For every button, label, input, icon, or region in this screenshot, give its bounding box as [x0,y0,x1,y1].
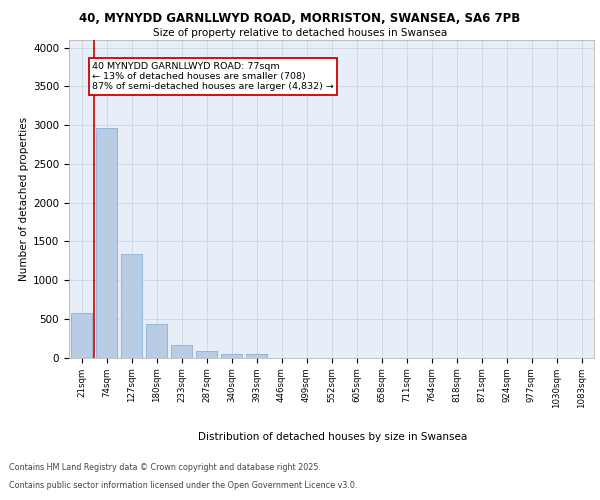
Bar [146,324,167,358]
Text: Size of property relative to detached houses in Swansea: Size of property relative to detached ho… [153,28,447,38]
Bar [71,312,92,358]
Text: Contains public sector information licensed under the Open Government Licence v3: Contains public sector information licen… [9,481,358,490]
Text: Distribution of detached houses by size in Swansea: Distribution of detached houses by size … [199,432,467,442]
Bar [246,354,267,358]
Y-axis label: Number of detached properties: Number of detached properties [19,116,29,281]
Bar [221,354,242,358]
Text: Contains HM Land Registry data © Crown copyright and database right 2025.: Contains HM Land Registry data © Crown c… [9,464,321,472]
Bar [196,352,217,358]
Text: 40, MYNYDD GARNLLWYD ROAD, MORRISTON, SWANSEA, SA6 7PB: 40, MYNYDD GARNLLWYD ROAD, MORRISTON, SW… [79,12,521,26]
Bar [171,345,192,358]
Bar [121,254,142,358]
Text: 40 MYNYDD GARNLLWYD ROAD: 77sqm
← 13% of detached houses are smaller (708)
87% o: 40 MYNYDD GARNLLWYD ROAD: 77sqm ← 13% of… [92,62,334,92]
Bar [96,128,117,358]
